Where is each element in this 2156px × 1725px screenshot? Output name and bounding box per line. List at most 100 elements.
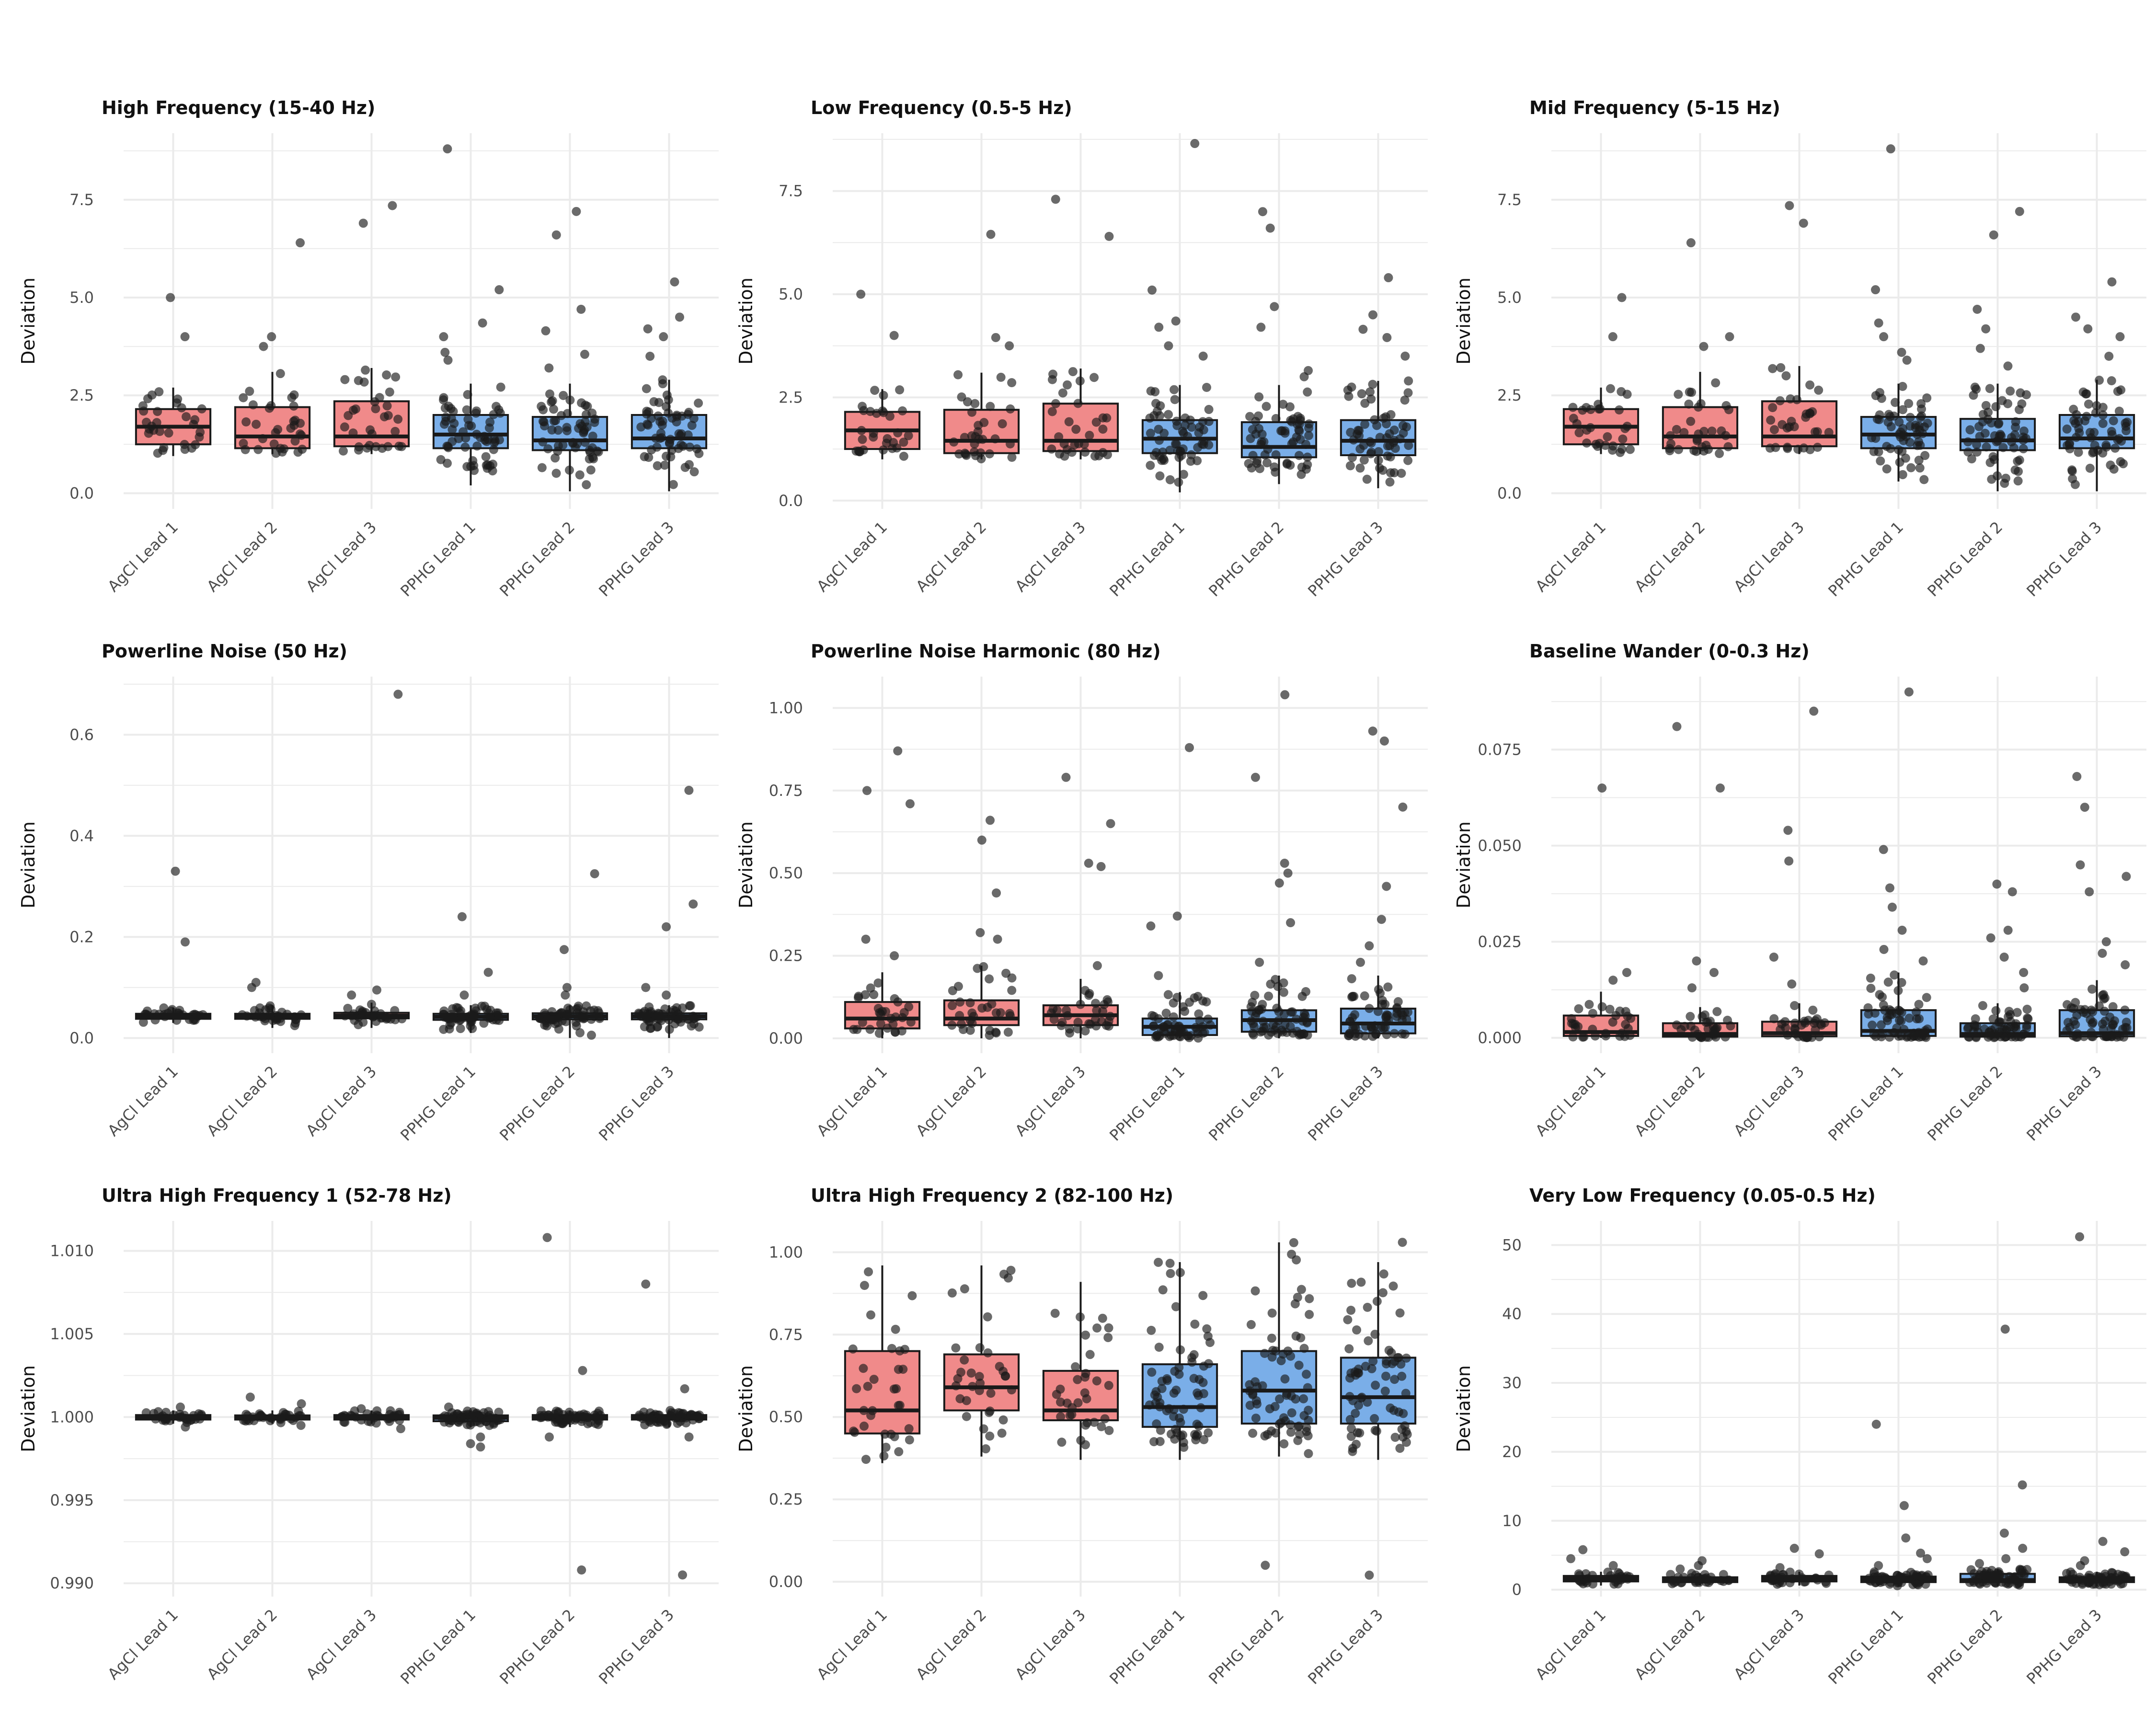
data-point <box>180 440 189 449</box>
data-point <box>975 1372 984 1381</box>
y-axis-label: Deviation <box>735 277 757 365</box>
data-point <box>1621 1020 1630 1029</box>
data-point <box>975 1386 984 1395</box>
data-point <box>965 998 975 1008</box>
data-point <box>266 1004 275 1014</box>
data-point <box>1174 1369 1184 1379</box>
data-point <box>1398 802 1408 812</box>
data-point <box>388 201 397 210</box>
data-point <box>991 333 1000 342</box>
data-point <box>138 1017 148 1027</box>
data-point <box>849 1024 859 1034</box>
data-point <box>1151 399 1161 408</box>
data-point <box>2107 426 2116 436</box>
x-tick-label: AgCl Lead 2 <box>1631 1606 1709 1683</box>
data-point <box>1166 1429 1176 1439</box>
data-point <box>1357 389 1366 399</box>
y-tick-label: 0.075 <box>1478 740 1522 759</box>
data-point <box>1974 422 1984 431</box>
data-point <box>1588 1571 1597 1580</box>
data-point <box>1282 1391 1291 1400</box>
data-point <box>1370 1414 1379 1424</box>
data-point <box>1073 1375 1082 1384</box>
data-point <box>575 1028 585 1037</box>
x-tick-label: AgCl Lead 1 <box>813 518 891 596</box>
data-point <box>694 1022 704 1032</box>
data-point <box>1863 1003 1873 1012</box>
data-point <box>1766 415 1776 425</box>
data-point <box>2076 1005 2086 1014</box>
data-point <box>2107 376 2116 386</box>
data-point <box>1358 324 1368 334</box>
data-point <box>1174 453 1184 462</box>
x-tick-label: PPHG Lead 2 <box>1924 518 2006 600</box>
data-point <box>488 460 498 469</box>
x-tick-label: PPHG Lead 3 <box>595 1062 677 1145</box>
data-point <box>1918 956 1928 966</box>
data-point <box>1905 413 1915 422</box>
y-tick-label: 20 <box>1502 1443 1522 1461</box>
data-point <box>2000 1324 2010 1334</box>
data-point <box>1568 402 1578 412</box>
data-point <box>677 1003 687 1013</box>
data-point <box>1904 399 1914 408</box>
data-point <box>1809 706 1819 716</box>
data-point <box>1248 1389 1258 1399</box>
data-point <box>1084 1019 1094 1028</box>
y-tick-label: 0.025 <box>1478 932 1522 951</box>
data-point <box>1799 443 1809 453</box>
data-point <box>144 428 153 438</box>
data-point <box>1874 318 1883 328</box>
data-point <box>851 447 861 456</box>
data-point <box>1266 979 1275 989</box>
data-point <box>1992 879 2002 889</box>
data-point <box>1566 1554 1576 1564</box>
data-point <box>1780 1017 1790 1026</box>
data-point <box>1813 443 1823 452</box>
data-point <box>372 1406 382 1415</box>
data-point <box>390 1006 400 1015</box>
data-point <box>489 445 498 454</box>
data-point <box>879 1451 889 1461</box>
data-point <box>576 305 586 314</box>
data-point <box>440 403 450 413</box>
x-tick-label: PPHG Lead 1 <box>1824 1606 1907 1688</box>
data-point <box>295 429 305 439</box>
data-point <box>1304 431 1314 440</box>
data-point <box>1366 1022 1376 1032</box>
data-point <box>1685 387 1694 397</box>
data-point <box>2003 361 2013 371</box>
data-point <box>1978 1001 1987 1011</box>
data-point <box>248 400 258 410</box>
panel-8: Ultra High Frequency 2 (82-100 Hz) Deviat… <box>735 1185 1428 1688</box>
data-point <box>1803 1015 1813 1025</box>
data-point <box>1375 433 1385 442</box>
data-point <box>540 1008 550 1018</box>
data-point <box>378 444 387 453</box>
y-axis-label: Deviation <box>18 277 39 365</box>
data-point <box>2072 772 2082 782</box>
y-tick-label: 10 <box>1502 1512 1522 1530</box>
data-point <box>1080 448 1090 457</box>
data-point <box>1608 976 1618 985</box>
data-point <box>1611 1577 1620 1587</box>
data-point <box>1887 902 1897 912</box>
data-point <box>2087 1005 2096 1015</box>
data-point <box>2108 1002 2118 1012</box>
data-point <box>1771 443 1780 452</box>
data-point <box>439 1006 449 1016</box>
data-point <box>1363 1302 1372 1312</box>
data-point <box>245 1392 255 1402</box>
data-point <box>1904 687 1914 697</box>
data-point <box>1204 1359 1214 1368</box>
data-point <box>587 408 597 418</box>
data-point <box>1403 456 1413 465</box>
data-point <box>1365 1570 1374 1580</box>
y-tick-label: 2.5 <box>779 388 803 406</box>
data-point <box>899 1008 909 1017</box>
data-point <box>198 1010 207 1020</box>
x-tick-label: AgCl Lead 3 <box>302 518 380 596</box>
data-point <box>1905 437 1915 447</box>
panel-title: Baseline Wander (0-0.3 Hz) <box>1529 641 1810 662</box>
data-point <box>2003 925 2013 935</box>
